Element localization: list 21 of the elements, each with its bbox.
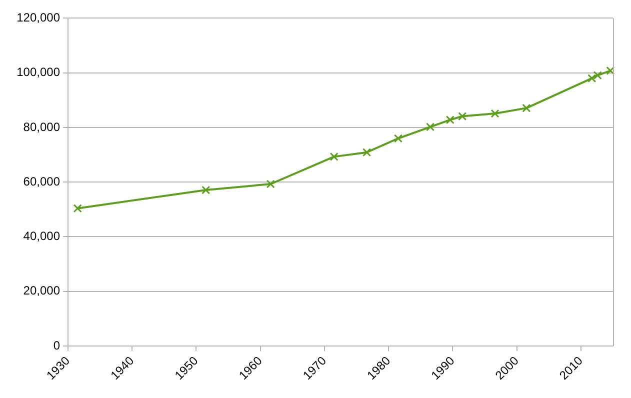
point	[593, 71, 602, 80]
point	[458, 112, 467, 121]
point	[362, 148, 372, 157]
point	[522, 104, 531, 112]
y-tick-label: 0	[53, 338, 60, 352]
point	[202, 186, 210, 194]
point	[606, 66, 615, 75]
point	[266, 180, 275, 188]
y-tick-label: 60,000	[23, 174, 60, 188]
point	[490, 109, 500, 118]
y-tick-label: 120,000	[16, 10, 60, 25]
y-tick-label: 20,000	[23, 284, 60, 298]
y-tick-label: 80,000	[23, 120, 60, 134]
y-tick-label: 40,000	[23, 229, 60, 244]
point	[394, 134, 402, 143]
point	[330, 152, 338, 161]
point	[426, 122, 435, 132]
point	[73, 204, 82, 213]
point	[588, 74, 596, 83]
y-tick-label: 100,000	[16, 65, 60, 80]
point	[446, 116, 454, 124]
